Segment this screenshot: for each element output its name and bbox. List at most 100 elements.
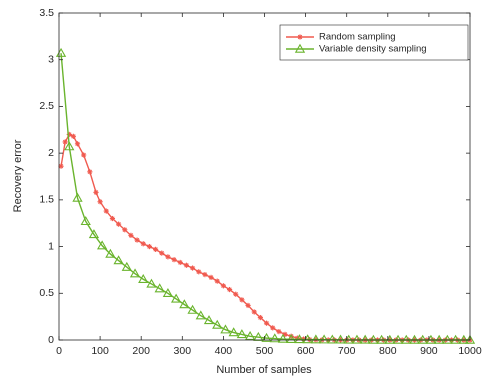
series-1-point	[154, 283, 165, 293]
series-0-point	[87, 169, 93, 175]
series-1-point	[212, 319, 223, 329]
series-1-point	[294, 334, 305, 344]
y-tick-label: 1	[48, 240, 54, 252]
x-tick-label: 800	[379, 345, 397, 357]
series-0-point	[270, 325, 276, 331]
series-1-point	[146, 278, 157, 288]
series-0-point	[239, 297, 245, 303]
y-tick-label: 1.5	[39, 194, 54, 206]
x-tick-label: 500	[256, 345, 274, 357]
series-1-point	[105, 248, 116, 258]
series-1-point	[434, 334, 445, 344]
y-tick-label: 2.5	[39, 100, 54, 112]
legend-box	[279, 24, 469, 61]
series-0-point	[233, 291, 239, 297]
series-0-point	[122, 227, 128, 233]
series-0-point	[62, 139, 68, 145]
series-0-point	[165, 254, 171, 260]
series-0-point	[220, 283, 226, 289]
series-1-point	[401, 334, 412, 344]
series-0-point	[109, 215, 116, 222]
series-0-point	[263, 320, 270, 326]
series-1-point	[220, 324, 231, 334]
x-tick-label: 1000	[458, 345, 482, 357]
series-0-point	[214, 278, 220, 284]
legend-swatch-marker-1	[294, 43, 306, 53]
x-tick-label: 400	[215, 345, 233, 357]
legend-label-variable-density: Variable density sampling	[319, 44, 427, 55]
series-1-point	[244, 330, 256, 340]
series-0-point	[245, 302, 251, 309]
series-1-point	[327, 334, 338, 344]
series-0-point	[103, 208, 109, 214]
series-0-point	[81, 152, 87, 158]
series-0-point	[202, 272, 208, 278]
series-1-point	[335, 334, 346, 344]
x-tick-label: 600	[297, 345, 315, 357]
series-1-point	[286, 333, 297, 343]
series-0-point	[257, 314, 263, 321]
y-tick-label: 2	[48, 147, 54, 159]
series-1-point	[310, 334, 322, 344]
series-1-point	[277, 333, 289, 343]
series-1-point	[318, 334, 330, 344]
x-tick-label: 900	[420, 345, 438, 357]
series-0-point	[208, 274, 214, 281]
legend-items	[286, 34, 314, 53]
series-1-point	[113, 255, 124, 265]
series-0-point	[171, 257, 177, 263]
series-1-point	[376, 334, 387, 344]
series-1-point	[121, 261, 132, 271]
x-tick-label: 100	[91, 345, 109, 357]
series-0-point	[152, 246, 159, 252]
series-1-point	[442, 334, 453, 344]
series-1-point	[80, 216, 91, 226]
y-tick-label: 3.5	[39, 7, 54, 19]
series-1-point	[236, 329, 248, 339]
series-0-point	[97, 199, 103, 205]
x-axis: 0 100 200 300 400 500 600 700 800 900 1000	[56, 13, 482, 357]
series-0-point	[276, 328, 282, 335]
series-1-point	[203, 315, 215, 325]
series-0-point	[128, 232, 134, 238]
series-0-point	[159, 250, 165, 256]
x-axis-label: Number of samples	[216, 364, 312, 376]
x-tick-label: 0	[56, 345, 62, 357]
series-1-point	[129, 268, 141, 278]
series-0-point	[140, 241, 146, 247]
series-1-point	[97, 240, 108, 250]
series-0-point	[115, 221, 122, 227]
series-1-point	[392, 334, 404, 344]
x-tick-label: 300	[174, 345, 192, 357]
series-1-point	[170, 293, 182, 303]
x-tick-label: 200	[132, 345, 150, 357]
y-axis-label: Recovery error	[12, 139, 24, 212]
legend-swatch-marker-0	[297, 34, 303, 40]
y-tick-label: 0	[48, 334, 54, 346]
legend-label-random: Random sampling	[319, 32, 396, 43]
series-1-point	[450, 334, 461, 344]
series-1-point	[88, 229, 100, 239]
series-1-point	[351, 334, 363, 344]
series-0-point	[196, 269, 202, 275]
series-1-point	[368, 334, 379, 344]
series-0-point	[93, 189, 99, 195]
y-tick-label: 0.5	[39, 287, 54, 299]
series-0-point	[183, 262, 190, 268]
series-1-point	[72, 192, 83, 202]
series-0-point	[251, 309, 257, 315]
series-1-point	[417, 334, 428, 344]
series-0-point	[74, 141, 81, 147]
plot-area	[59, 13, 470, 340]
y-axis: 0 0.5 1 1.5 2 2.5 3 3.5	[39, 7, 470, 346]
x-tick-label: 700	[338, 345, 356, 357]
series-0-point	[134, 237, 140, 243]
series-1-point	[269, 333, 280, 343]
y-tick-label: 3	[48, 53, 54, 65]
series-0-point	[146, 243, 153, 250]
series-1-point	[409, 334, 420, 344]
series-1-point	[464, 334, 476, 344]
series-0-point	[226, 286, 233, 293]
series-1-point	[458, 334, 469, 344]
